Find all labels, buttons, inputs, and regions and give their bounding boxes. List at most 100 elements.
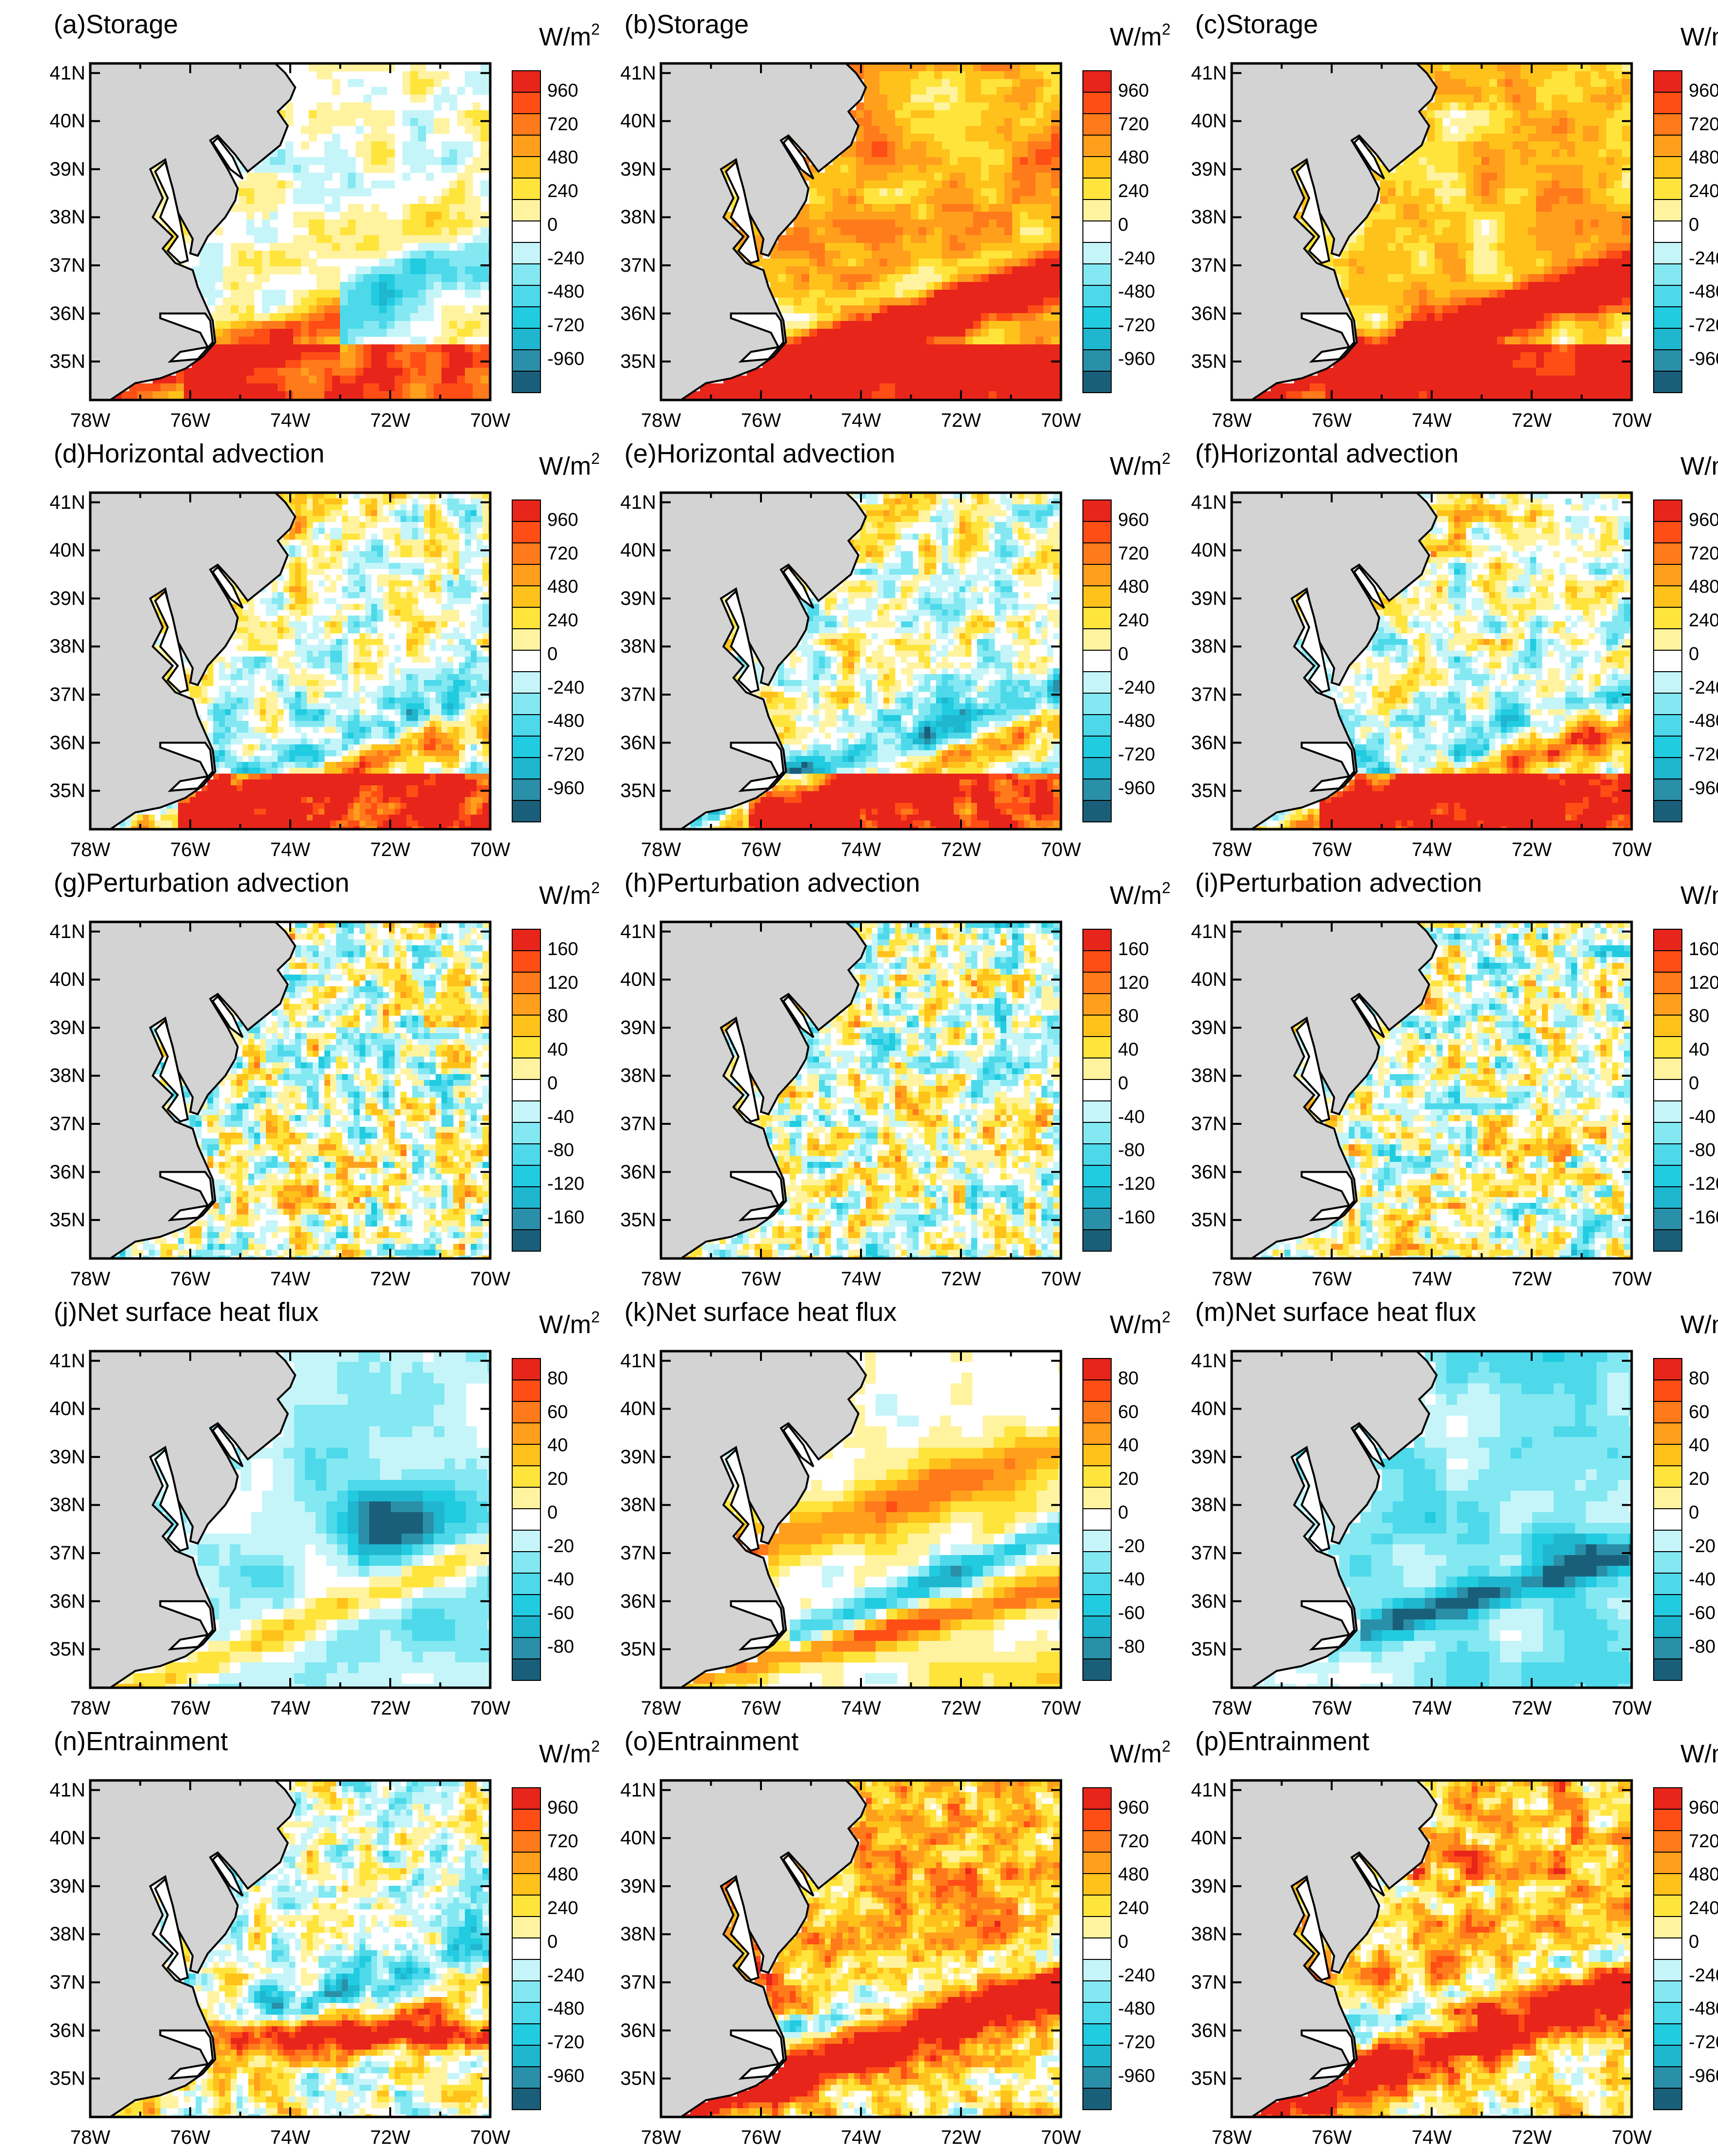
lat-tick-label: 38N xyxy=(1168,637,1227,656)
colorbar-swatch xyxy=(512,521,540,543)
lon-tick-label: 76W xyxy=(732,2128,790,2147)
colorbar-label: 160 xyxy=(547,939,578,959)
lat-tick-label: 35N xyxy=(598,1210,656,1230)
colorbar-label: 480 xyxy=(1118,148,1149,167)
colorbar-swatch xyxy=(512,1852,540,1874)
lon-tick-label: 70W xyxy=(461,840,519,859)
colorbar-label: -80 xyxy=(1689,1637,1716,1657)
colorbar-label: 480 xyxy=(1689,148,1718,167)
lon-tick-label: 70W xyxy=(1602,2128,1661,2147)
unit-label: W/m2 xyxy=(1680,15,1718,52)
lon-tick-label: 72W xyxy=(361,1269,420,1289)
colorbar-swatch xyxy=(1083,1637,1111,1659)
lat-tick-label: 39N xyxy=(598,1018,656,1038)
lat-tick-label: 40N xyxy=(1168,111,1227,131)
colorbar-label: -120 xyxy=(1689,1174,1718,1194)
colorbar-label: -120 xyxy=(1118,1174,1155,1194)
colorbar-swatch xyxy=(1654,779,1682,800)
colorbar-swatch xyxy=(1083,951,1111,972)
colorbar-swatch xyxy=(512,1079,540,1101)
colorbar-swatch xyxy=(1083,1595,1111,1616)
lat-tick-label: 36N xyxy=(598,2021,656,2040)
colorbar-swatch xyxy=(1083,1573,1111,1595)
panel-title: (d)Horizontal advection xyxy=(54,439,324,468)
colorbar-swatch xyxy=(512,371,540,393)
lon-tick-label: 70W xyxy=(461,1698,519,1718)
colorbar-swatch xyxy=(1654,607,1682,629)
colorbar-swatch xyxy=(1654,1981,1682,2002)
lat-tick-label: 37N xyxy=(1168,685,1227,704)
lat-tick-label: 40N xyxy=(27,1828,85,1848)
colorbar-label: -480 xyxy=(547,1999,584,2018)
colorbar-swatch xyxy=(512,2002,540,2024)
colorbar-swatch xyxy=(1654,1144,1682,1165)
colorbar-swatch xyxy=(1083,1487,1111,1509)
colorbar-swatch xyxy=(512,693,540,715)
colorbar-swatch xyxy=(1083,1037,1111,1058)
lat-tick-label: 39N xyxy=(27,589,85,608)
colorbar-swatch xyxy=(1083,1659,1111,1680)
colorbar-swatch xyxy=(1654,1809,1682,1831)
colorbar-swatch xyxy=(1083,1122,1111,1144)
colorbar-swatch xyxy=(1654,1852,1682,1874)
colorbar-swatch xyxy=(512,1230,540,1251)
colorbar-swatch xyxy=(512,1916,540,1938)
lat-tick-label: 35N xyxy=(1168,1210,1227,1230)
colorbar xyxy=(1080,1356,1114,1683)
colorbar-swatch xyxy=(1083,1208,1111,1230)
lat-tick-label: 37N xyxy=(598,256,656,275)
colorbar-label: 40 xyxy=(547,1436,568,1455)
colorbar xyxy=(510,498,543,824)
colorbar-label: -960 xyxy=(1689,2066,1718,2086)
colorbar-swatch xyxy=(1083,1852,1111,1874)
colorbar-swatch xyxy=(512,951,540,972)
lat-tick-label: 35N xyxy=(598,352,656,371)
colorbar-swatch xyxy=(512,1616,540,1637)
map-plot xyxy=(85,1776,495,2122)
colorbar-swatch xyxy=(1083,1187,1111,1208)
colorbar-swatch xyxy=(512,2024,540,2045)
colorbar-swatch xyxy=(1083,500,1111,521)
lat-tick-label: 38N xyxy=(27,1495,85,1515)
lon-tick-label: 74W xyxy=(1402,1269,1461,1289)
colorbar-swatch xyxy=(1083,114,1111,135)
colorbar-swatch xyxy=(512,1165,540,1187)
lat-tick-label: 37N xyxy=(27,256,85,275)
colorbar-swatch xyxy=(1654,1466,1682,1487)
lat-tick-label: 41N xyxy=(598,63,656,83)
colorbar-swatch xyxy=(1654,650,1682,672)
colorbar-swatch xyxy=(512,307,540,328)
map-plot xyxy=(1227,917,1637,1263)
colorbar-label: -240 xyxy=(547,1966,584,1985)
colorbar-label: -60 xyxy=(1689,1603,1716,1623)
colorbar-swatch xyxy=(1083,157,1111,178)
colorbar-swatch xyxy=(1654,1595,1682,1616)
colorbar-swatch xyxy=(512,178,540,200)
colorbar-swatch xyxy=(512,500,540,521)
colorbar-label: 80 xyxy=(1118,1006,1139,1026)
lon-tick-label: 76W xyxy=(1302,2128,1361,2147)
lon-tick-label: 74W xyxy=(832,1269,890,1289)
colorbar-swatch xyxy=(1654,1659,1682,1680)
colorbar-label: 240 xyxy=(547,1898,578,1918)
lat-tick-label: 41N xyxy=(27,1780,85,1800)
lat-tick-label: 39N xyxy=(27,160,85,179)
colorbar-swatch xyxy=(1654,1552,1682,1573)
colorbar-swatch xyxy=(1654,1509,1682,1530)
colorbar-swatch xyxy=(512,629,540,650)
colorbar-swatch xyxy=(1654,1058,1682,1079)
lon-tick-label: 74W xyxy=(261,840,320,859)
colorbar-swatch xyxy=(512,672,540,693)
colorbar-label: -960 xyxy=(1689,779,1718,798)
colorbar-label: 80 xyxy=(1118,1369,1139,1388)
colorbar-label: -60 xyxy=(1118,1603,1145,1623)
colorbar-label: -240 xyxy=(1118,249,1155,268)
colorbar-label: 720 xyxy=(547,115,578,134)
lon-tick-label: 76W xyxy=(732,840,790,859)
colorbar-label: 720 xyxy=(1689,544,1718,563)
colorbar-swatch xyxy=(1083,650,1111,672)
colorbar-label: 960 xyxy=(1118,1798,1149,1817)
colorbar-swatch xyxy=(1654,1187,1682,1208)
